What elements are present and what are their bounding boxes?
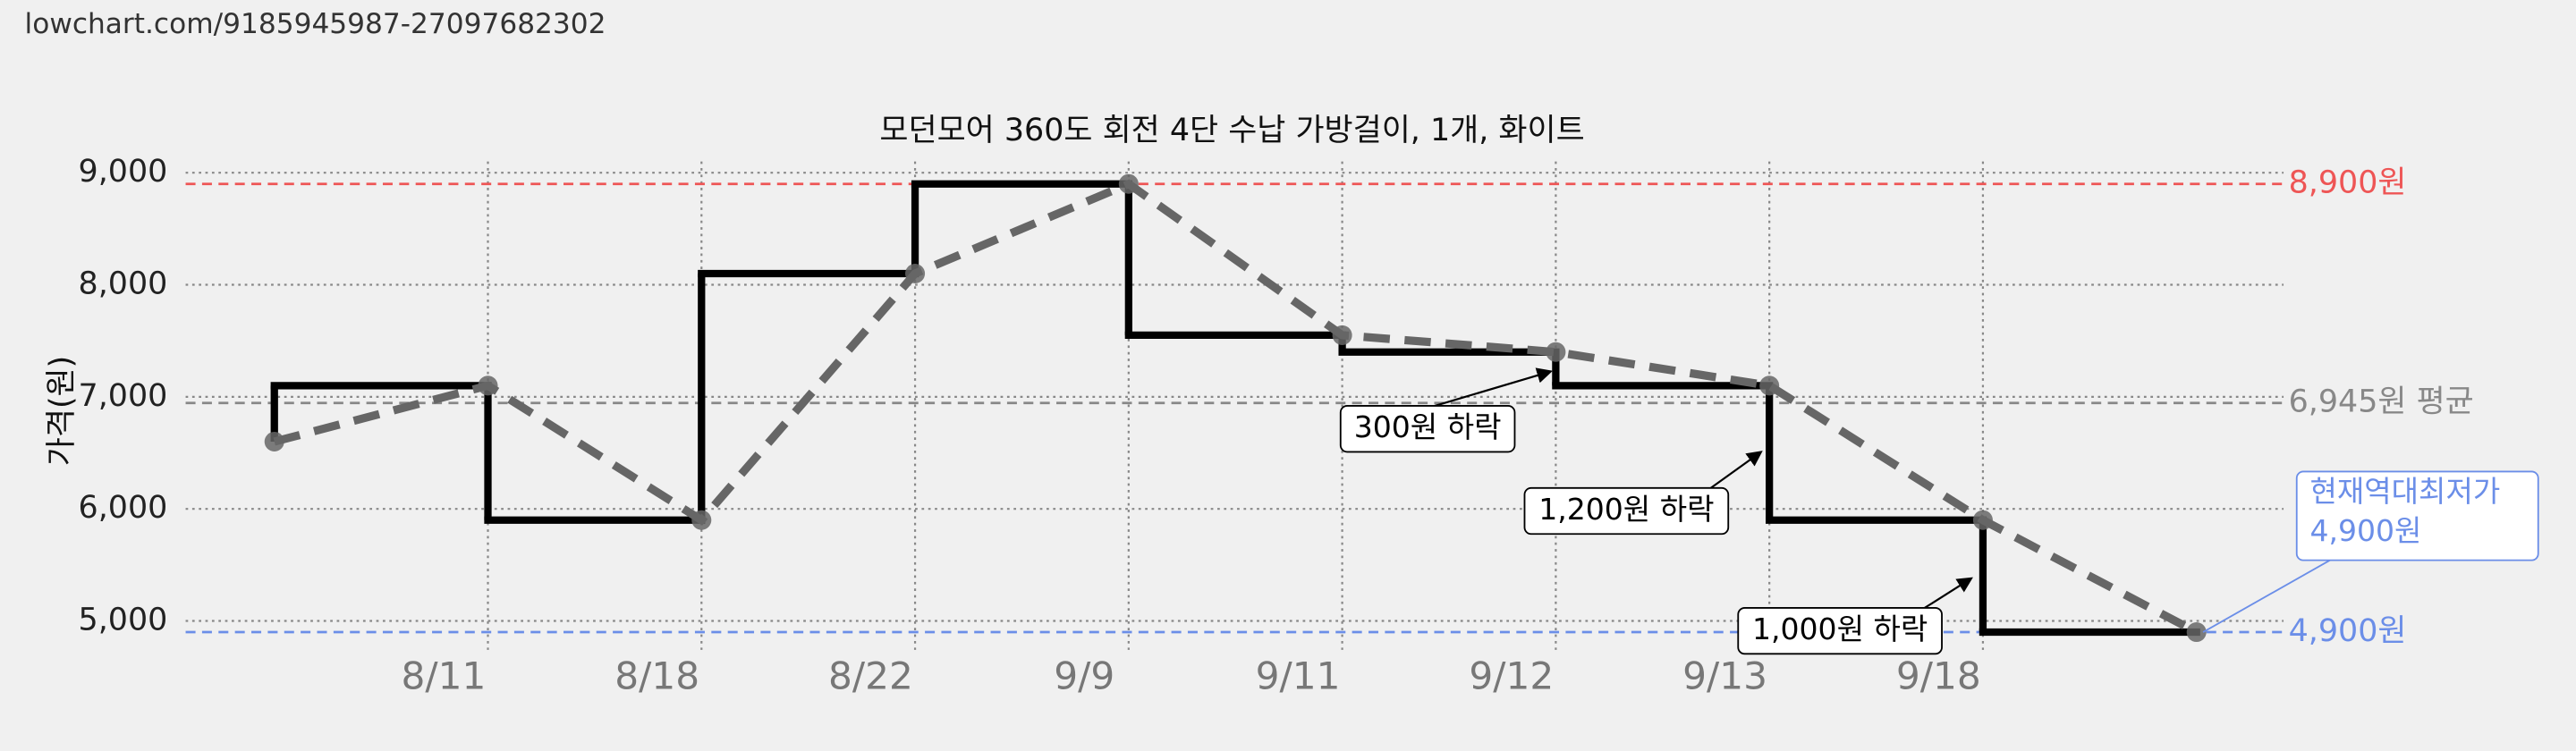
point [1332,325,1352,345]
y-tick-label: 8,000 [79,266,168,302]
point [905,263,926,284]
y-tick-label: 6,000 [79,490,168,526]
y-tick-label: 9,000 [79,154,168,190]
chart-title: 모던모어 360도 회전 4단 수납 가방걸이, 1개, 화이트 [879,113,1584,148]
annotation-text: 1,000원 하락 [1752,612,1928,646]
reference-label: 4,900원 [2289,613,2407,649]
point [264,431,284,452]
reference-label: 8,900원 [2289,165,2407,201]
callout-text: 4,900원 [2309,513,2421,548]
x-tick-label: 9/11 [1256,654,1341,697]
point [1546,342,1566,362]
point [1118,173,1139,194]
y-axis-label: 가격(원) [44,356,80,466]
callout-pointer [2202,557,2334,633]
url: lowchart.com/9185945987-27097682302 [25,8,606,40]
point [1972,510,1993,530]
annotation-text: 1,200원 하락 [1538,492,1714,527]
point [478,376,498,396]
annotation-box [1523,486,1730,536]
point [1759,376,1780,396]
callout-text: 현재역대최저가 [2309,474,2500,509]
callout-box [2295,470,2539,561]
annotation-arrow [1921,577,1973,611]
annotation-box [1339,405,1516,453]
x-tick-label: 8/11 [401,654,486,697]
reference-label: 6,945원 평균 [2289,384,2474,420]
annotation-box [1737,606,1943,655]
annotation-text: 300원 하락 [1354,409,1502,444]
x-tick-label: 9/13 [1682,654,1767,697]
x-tick-label: 8/18 [614,654,699,697]
y-tick-label: 5,000 [79,603,168,638]
point [691,510,712,530]
x-tick-label: 9/18 [1896,654,1981,697]
annotation-arrow [1428,367,1553,409]
trend-line [273,179,2199,637]
point [2186,622,2207,643]
x-tick-label: 9/9 [1054,654,1114,697]
annotation-arrow [1707,451,1763,491]
x-tick-label: 8/22 [828,654,913,697]
y-tick-label: 7,000 [79,378,168,414]
x-tick-label: 9/12 [1469,654,1554,697]
